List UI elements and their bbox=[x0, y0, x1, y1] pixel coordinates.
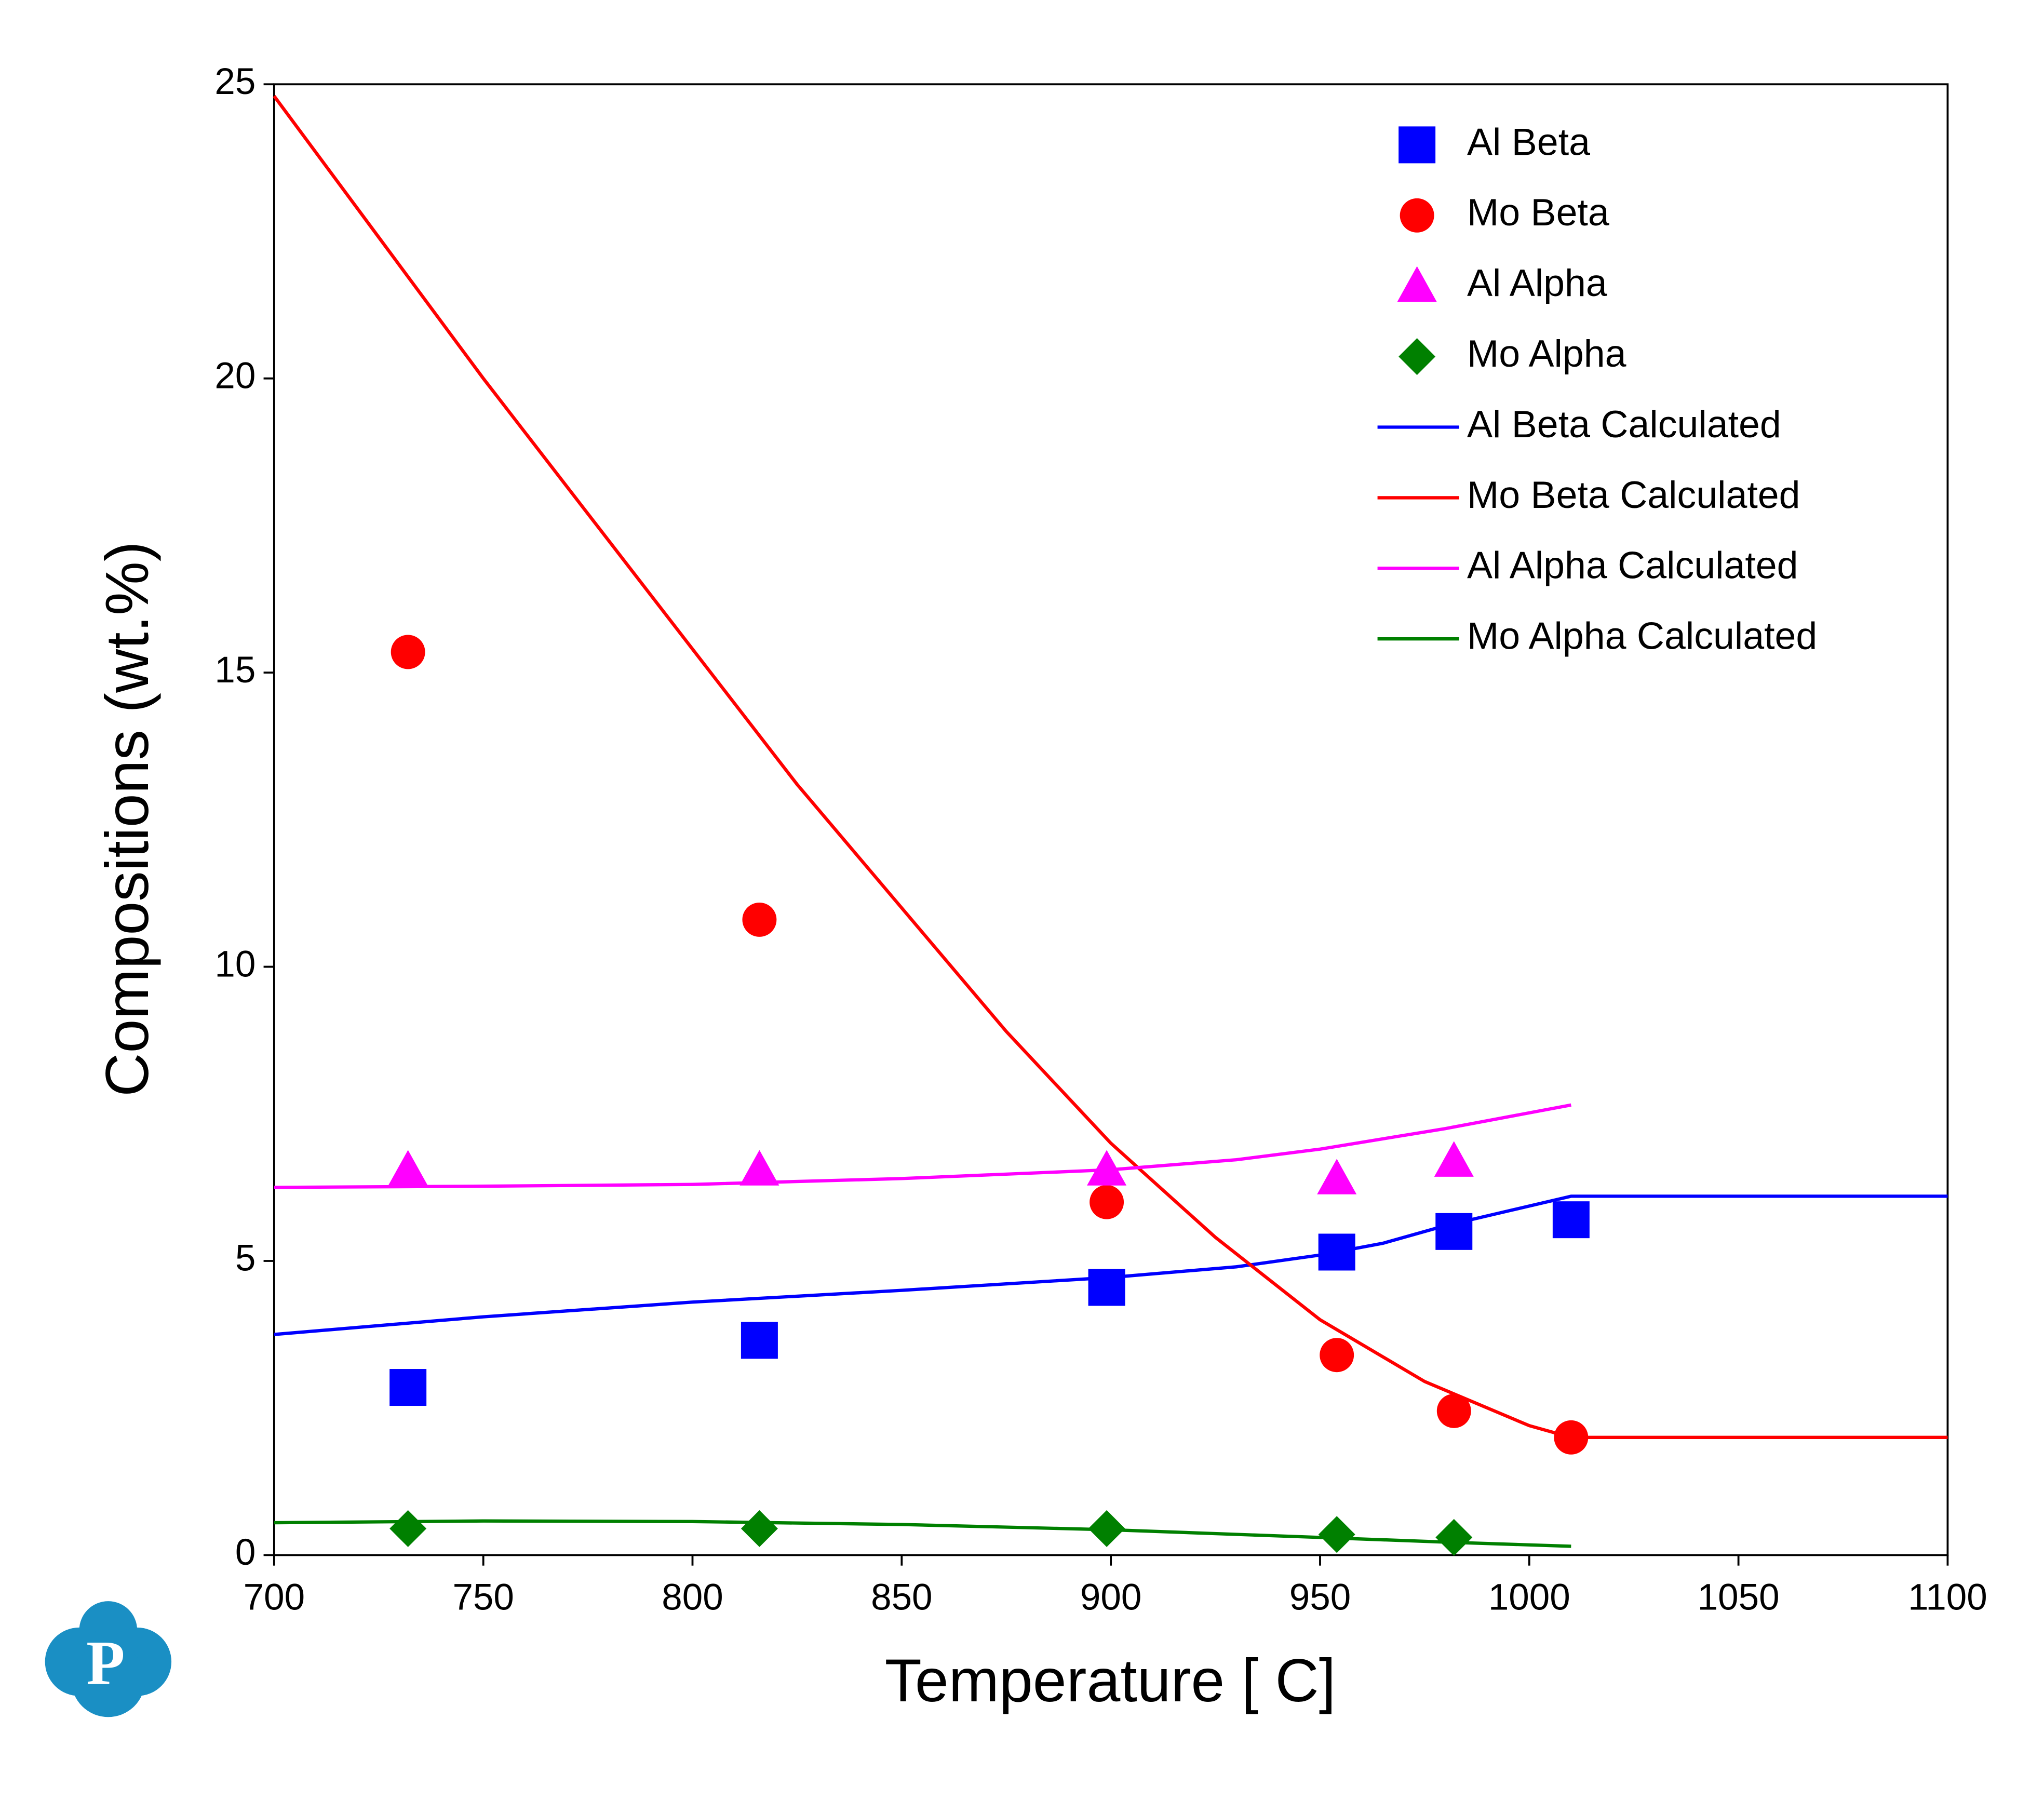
y-tick-label: 10 bbox=[214, 944, 256, 985]
x-tick-label: 900 bbox=[1080, 1577, 1141, 1618]
legend-label: Al Beta Calculated bbox=[1467, 402, 1781, 446]
calculated-line bbox=[273, 95, 1948, 1439]
data-point bbox=[1318, 1233, 1355, 1271]
legend-label: Al Beta bbox=[1467, 120, 1590, 163]
x-tick-label: 850 bbox=[871, 1577, 932, 1618]
data-point bbox=[1087, 1150, 1127, 1186]
y-axis-title: Compositions (wt.%) bbox=[93, 541, 161, 1096]
data-point bbox=[1088, 1510, 1125, 1547]
data-point bbox=[1434, 1141, 1474, 1177]
x-tick-label: 1000 bbox=[1488, 1577, 1570, 1618]
legend-label: Al Alpha bbox=[1467, 261, 1607, 304]
data-point bbox=[1317, 1159, 1357, 1194]
data-point bbox=[1435, 1519, 1473, 1556]
data-point bbox=[1552, 1201, 1590, 1239]
data-point bbox=[741, 1322, 778, 1359]
legend-label: Mo Alpha Calculated bbox=[1467, 614, 1817, 657]
x-tick-label: 700 bbox=[244, 1577, 305, 1618]
legend-marker bbox=[1398, 126, 1436, 164]
data-point bbox=[1088, 1269, 1125, 1306]
data-point bbox=[389, 1510, 427, 1547]
y-tick-label: 25 bbox=[214, 61, 256, 102]
data-point bbox=[391, 635, 425, 669]
x-tick-label: 1100 bbox=[1908, 1577, 1987, 1618]
calculated-line bbox=[274, 1103, 1571, 1189]
x-tick-label: 1050 bbox=[1698, 1577, 1780, 1618]
legend-label: Mo Beta Calculated bbox=[1467, 473, 1800, 516]
plot-frame bbox=[273, 83, 1949, 1556]
x-axis-title: Temperature [ C] bbox=[885, 1646, 1336, 1714]
data-point bbox=[388, 1150, 428, 1186]
data-point bbox=[741, 1510, 778, 1547]
calculated-line bbox=[274, 1519, 1571, 1548]
x-tick-label: 750 bbox=[452, 1577, 514, 1618]
data-point bbox=[1436, 1393, 1471, 1428]
legend-label: Mo Beta bbox=[1467, 191, 1609, 234]
x-tick-label: 800 bbox=[662, 1577, 723, 1618]
data-point bbox=[1090, 1185, 1124, 1219]
legend-marker bbox=[1397, 266, 1437, 302]
logo-text: P bbox=[86, 1629, 125, 1698]
data-point bbox=[389, 1369, 427, 1406]
y-tick-label: 5 bbox=[235, 1238, 256, 1279]
legend-label: Mo Alpha bbox=[1467, 332, 1626, 375]
legend-marker bbox=[1400, 198, 1434, 233]
data-point bbox=[1318, 1516, 1355, 1553]
data-point bbox=[1435, 1213, 1473, 1250]
data-point bbox=[1554, 1420, 1589, 1455]
x-tick-label: 950 bbox=[1289, 1577, 1351, 1618]
data-point bbox=[1320, 1338, 1354, 1373]
y-tick-label: 20 bbox=[214, 355, 256, 396]
y-tick-label: 0 bbox=[235, 1532, 256, 1573]
data-point bbox=[742, 902, 777, 937]
y-tick-label: 15 bbox=[214, 650, 256, 691]
logo: P bbox=[45, 1601, 172, 1717]
data-point bbox=[739, 1150, 779, 1186]
legend-label: Al Alpha Calculated bbox=[1467, 544, 1798, 587]
legend-marker bbox=[1398, 338, 1436, 375]
